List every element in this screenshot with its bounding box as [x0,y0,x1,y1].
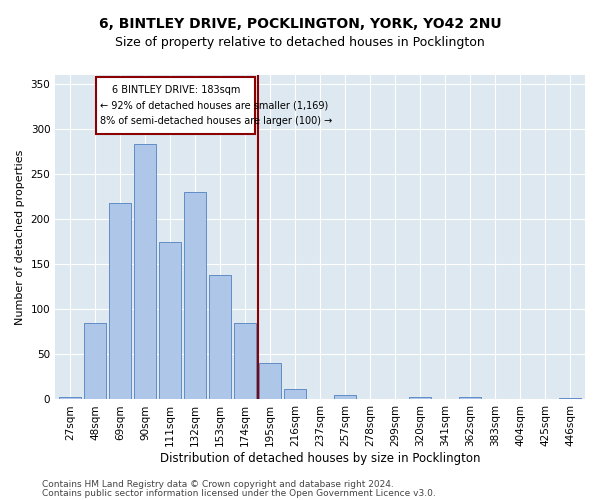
Text: 8% of semi-detached houses are larger (100) →: 8% of semi-detached houses are larger (1… [100,116,332,126]
Bar [159,242,181,400]
X-axis label: Distribution of detached houses by size in Pocklington: Distribution of detached houses by size … [160,452,481,465]
Text: Contains public sector information licensed under the Open Government Licence v3: Contains public sector information licen… [42,488,436,498]
Text: 6, BINTLEY DRIVE, POCKLINGTON, YORK, YO42 2NU: 6, BINTLEY DRIVE, POCKLINGTON, YORK, YO4… [98,18,502,32]
Bar [459,397,481,400]
FancyBboxPatch shape [97,77,255,134]
Bar [409,397,431,400]
Bar [334,395,356,400]
Text: Size of property relative to detached houses in Pocklington: Size of property relative to detached ho… [115,36,485,49]
Text: ← 92% of detached houses are smaller (1,169): ← 92% of detached houses are smaller (1,… [100,100,328,110]
Bar [284,388,307,400]
Bar [59,397,82,400]
Text: 6 BINTLEY DRIVE: 183sqm: 6 BINTLEY DRIVE: 183sqm [112,84,240,94]
Text: Contains HM Land Registry data © Crown copyright and database right 2024.: Contains HM Land Registry data © Crown c… [42,480,394,489]
Bar [234,323,256,400]
Y-axis label: Number of detached properties: Number of detached properties [15,150,25,325]
Bar [134,144,157,400]
Bar [209,275,232,400]
Bar [109,203,131,400]
Bar [84,323,106,400]
Bar [259,364,281,400]
Bar [184,192,206,400]
Bar [559,398,581,400]
